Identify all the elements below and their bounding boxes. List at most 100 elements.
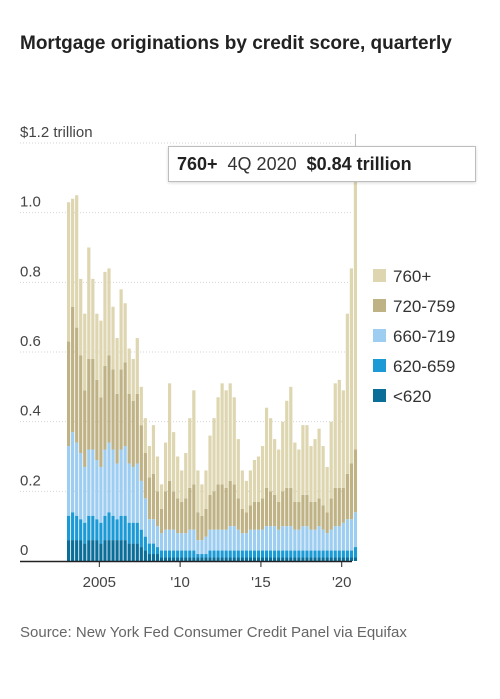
bar-segment-0-63[interactable] bbox=[321, 557, 325, 561]
bar-segment-1-69[interactable] bbox=[345, 550, 349, 558]
bar-segment-4-53[interactable] bbox=[281, 421, 285, 492]
bar-segment-2-27[interactable] bbox=[176, 533, 180, 551]
bar-segment-2-14[interactable] bbox=[123, 446, 127, 516]
bar-segment-0-40[interactable] bbox=[228, 557, 232, 561]
bar-segment-0-32[interactable] bbox=[196, 557, 200, 561]
bar-segment-2-50[interactable] bbox=[269, 526, 273, 551]
bar-segment-0-25[interactable] bbox=[168, 557, 172, 561]
bar-segment-0-42[interactable] bbox=[236, 557, 240, 561]
bar-segment-3-30[interactable] bbox=[188, 487, 192, 530]
bar-segment-2-7[interactable] bbox=[95, 459, 99, 520]
bar-segment-3-25[interactable] bbox=[168, 480, 172, 530]
bar-segment-2-31[interactable] bbox=[192, 529, 196, 551]
bar-segment-4-71[interactable] bbox=[353, 156, 358, 450]
bar-segment-4-70[interactable] bbox=[349, 268, 353, 464]
bar-segment-3-29[interactable] bbox=[184, 498, 188, 534]
bar-segment-4-24[interactable] bbox=[163, 442, 168, 492]
bar-segment-0-55[interactable] bbox=[289, 557, 293, 561]
bar-segment-0-30[interactable] bbox=[188, 557, 192, 561]
bar-segment-4-63[interactable] bbox=[321, 446, 325, 506]
bar-segment-2-17[interactable] bbox=[135, 463, 139, 523]
bar-segment-2-24[interactable] bbox=[163, 529, 168, 551]
bar-segment-4-35[interactable] bbox=[208, 435, 212, 495]
bar-segment-2-36[interactable] bbox=[212, 529, 216, 551]
bar-segment-4-1[interactable] bbox=[71, 198, 75, 307]
bar-segment-2-12[interactable] bbox=[115, 463, 119, 520]
bar-segment-3-36[interactable] bbox=[212, 491, 216, 530]
bar-segment-2-22[interactable] bbox=[155, 526, 160, 548]
bar-segment-3-50[interactable] bbox=[269, 491, 273, 527]
bar-segment-1-59[interactable] bbox=[305, 550, 309, 558]
bar-segment-2-38[interactable] bbox=[220, 529, 224, 551]
bar-segment-4-60[interactable] bbox=[309, 446, 313, 502]
bar-segment-1-68[interactable] bbox=[341, 550, 345, 558]
bar-segment-1-56[interactable] bbox=[293, 550, 297, 558]
bar-segment-0-53[interactable] bbox=[281, 557, 285, 561]
bar-segment-2-57[interactable] bbox=[297, 529, 301, 551]
bar-segment-4-50[interactable] bbox=[269, 418, 273, 492]
bar-segment-2-15[interactable] bbox=[127, 463, 131, 523]
bar-segment-2-4[interactable] bbox=[83, 466, 87, 523]
bar-segment-2-5[interactable] bbox=[87, 449, 91, 516]
bar-segment-2-70[interactable] bbox=[349, 519, 353, 551]
bar-segment-3-16[interactable] bbox=[131, 400, 135, 467]
bar-segment-2-58[interactable] bbox=[301, 526, 305, 551]
bar-segment-0-51[interactable] bbox=[273, 557, 277, 561]
bar-segment-2-55[interactable] bbox=[289, 526, 293, 551]
bar-segment-2-49[interactable] bbox=[264, 526, 269, 551]
bar-segment-4-59[interactable] bbox=[305, 425, 309, 495]
bar-segment-2-40[interactable] bbox=[228, 526, 232, 551]
bar-segment-3-22[interactable] bbox=[155, 491, 160, 527]
bar-segment-1-64[interactable] bbox=[325, 550, 329, 558]
bar-segment-0-59[interactable] bbox=[305, 557, 309, 561]
bar-segment-4-18[interactable] bbox=[139, 386, 143, 426]
bar-segment-1-29[interactable] bbox=[184, 550, 188, 558]
bar-segment-1-53[interactable] bbox=[281, 550, 285, 558]
bar-segment-3-67[interactable] bbox=[337, 487, 341, 527]
bar-segment-3-9[interactable] bbox=[103, 365, 107, 450]
bar-segment-3-2[interactable] bbox=[75, 327, 79, 443]
bar-segment-4-67[interactable] bbox=[337, 379, 341, 488]
bar-segment-2-3[interactable] bbox=[79, 453, 83, 520]
bar-segment-2-26[interactable] bbox=[172, 529, 176, 551]
bar-segment-1-42[interactable] bbox=[236, 550, 240, 558]
bar-segment-0-18[interactable] bbox=[139, 547, 143, 561]
bar-segment-4-55[interactable] bbox=[289, 386, 293, 488]
bar-segment-4-12[interactable] bbox=[115, 338, 119, 394]
bar-segment-2-56[interactable] bbox=[293, 529, 297, 551]
bar-segment-0-39[interactable] bbox=[224, 557, 228, 561]
bar-segment-2-66[interactable] bbox=[333, 526, 337, 551]
bar-segment-4-69[interactable] bbox=[345, 313, 349, 474]
bar-segment-4-37[interactable] bbox=[216, 397, 220, 485]
bar-segment-1-57[interactable] bbox=[297, 550, 301, 558]
bar-segment-3-53[interactable] bbox=[281, 491, 285, 527]
bar-segment-0-17[interactable] bbox=[135, 543, 139, 561]
bar-segment-0-4[interactable] bbox=[83, 543, 87, 561]
bar-segment-4-41[interactable] bbox=[232, 397, 236, 485]
bar-segment-1-34[interactable] bbox=[204, 554, 208, 558]
bar-segment-4-45[interactable] bbox=[248, 470, 252, 506]
bar-segment-3-31[interactable] bbox=[192, 484, 196, 530]
bar-segment-4-23[interactable] bbox=[159, 484, 164, 509]
bar-segment-3-44[interactable] bbox=[244, 512, 248, 534]
bar-segment-2-53[interactable] bbox=[281, 526, 285, 551]
bar-segment-1-20[interactable] bbox=[147, 543, 151, 555]
bar-segment-1-7[interactable] bbox=[95, 519, 99, 541]
bar-segment-3-51[interactable] bbox=[273, 494, 277, 527]
bar-segment-4-54[interactable] bbox=[285, 400, 289, 488]
bar-segment-2-48[interactable] bbox=[260, 529, 265, 551]
bar-segment-0-67[interactable] bbox=[337, 557, 341, 561]
bar-segment-0-43[interactable] bbox=[240, 557, 244, 561]
bar-segment-0-37[interactable] bbox=[216, 557, 220, 561]
bar-segment-3-8[interactable] bbox=[99, 397, 103, 467]
bar-segment-3-38[interactable] bbox=[220, 484, 224, 530]
bar-segment-0-57[interactable] bbox=[297, 557, 301, 561]
bar-segment-2-6[interactable] bbox=[91, 449, 95, 516]
bar-segment-0-31[interactable] bbox=[192, 557, 196, 561]
bar-segment-4-39[interactable] bbox=[224, 390, 228, 488]
bar-segment-4-40[interactable] bbox=[228, 383, 232, 481]
bar-segment-0-15[interactable] bbox=[127, 543, 131, 561]
bar-segment-3-70[interactable] bbox=[349, 463, 353, 520]
bar-segment-3-48[interactable] bbox=[260, 498, 265, 530]
bar-segment-3-4[interactable] bbox=[83, 390, 87, 467]
